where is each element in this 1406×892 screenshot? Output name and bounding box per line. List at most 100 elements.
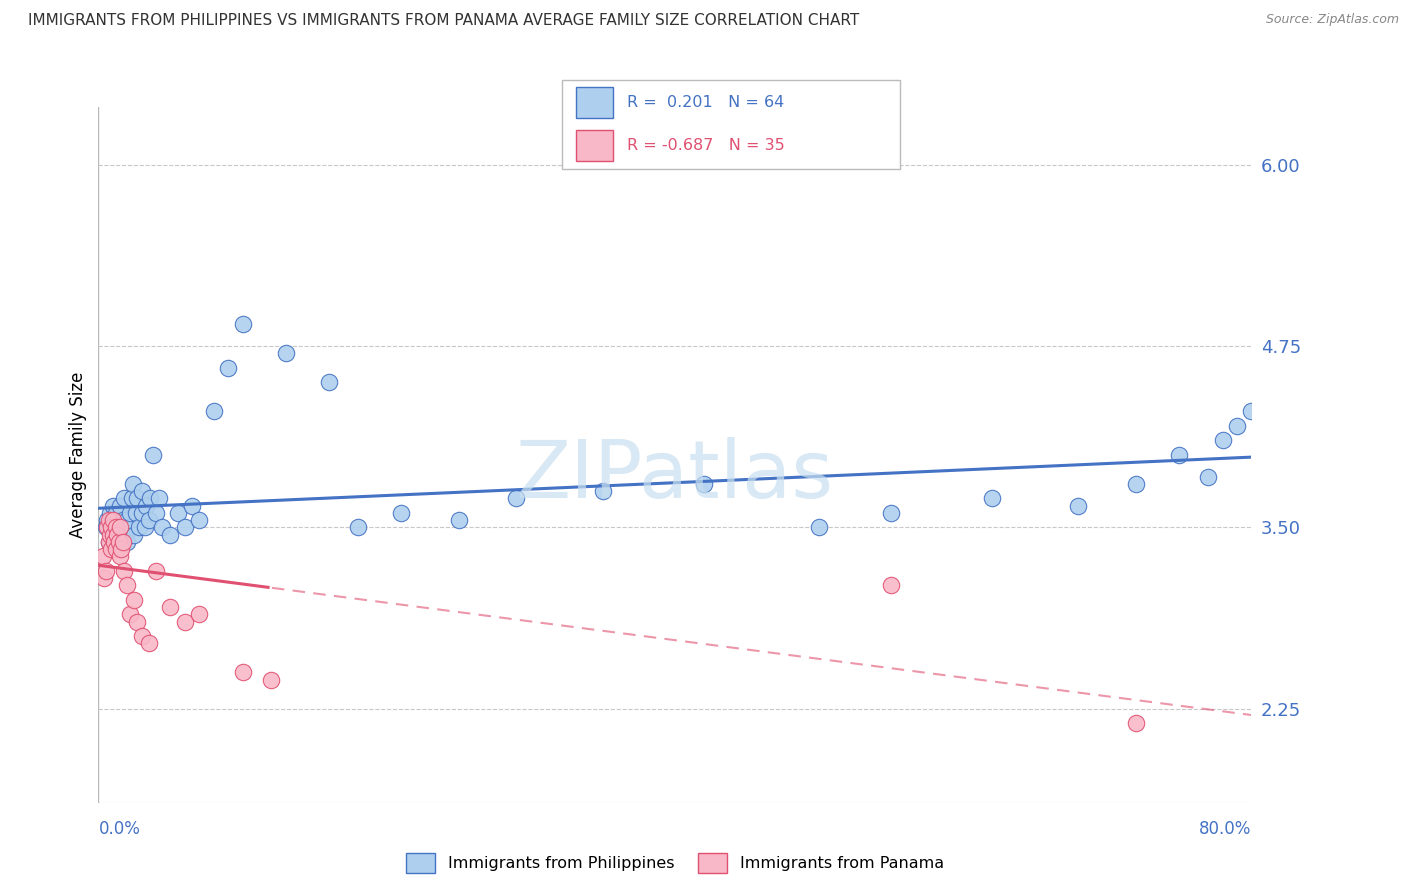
- Point: [1125, 476, 1147, 491]
- Point: [112, 564, 135, 578]
- Point: [104, 535, 127, 549]
- Point: [108, 520, 131, 534]
- Point: [389, 506, 412, 520]
- Point: [131, 629, 153, 643]
- FancyBboxPatch shape: [562, 80, 900, 169]
- Point: [112, 491, 135, 506]
- Point: [108, 549, 131, 564]
- Point: [181, 499, 204, 513]
- Point: [592, 484, 614, 499]
- Point: [101, 527, 124, 541]
- Point: [346, 520, 368, 534]
- Point: [107, 535, 129, 549]
- Point: [97, 535, 120, 549]
- Point: [128, 520, 150, 534]
- Point: [97, 513, 120, 527]
- Point: [145, 564, 167, 578]
- Text: R = -0.687   N = 35: R = -0.687 N = 35: [627, 138, 785, 153]
- Point: [101, 499, 124, 513]
- Point: [880, 506, 903, 520]
- Point: [93, 571, 115, 585]
- Point: [139, 491, 162, 506]
- Point: [138, 513, 160, 527]
- Point: [142, 448, 165, 462]
- Point: [124, 592, 146, 607]
- Point: [108, 542, 131, 557]
- Point: [108, 520, 131, 534]
- Point: [105, 520, 128, 534]
- Point: [131, 506, 153, 520]
- Point: [880, 578, 903, 592]
- Point: [188, 513, 211, 527]
- Point: [104, 542, 127, 557]
- Point: [100, 527, 122, 541]
- Point: [117, 535, 138, 549]
- Point: [217, 361, 239, 376]
- Point: [94, 520, 117, 534]
- Point: [118, 520, 141, 534]
- Text: IMMIGRANTS FROM PHILIPPINES VS IMMIGRANTS FROM PANAMA AVERAGE FAMILY SIZE CORREL: IMMIGRANTS FROM PHILIPPINES VS IMMIGRANT…: [28, 13, 859, 29]
- Point: [98, 506, 121, 520]
- Point: [202, 404, 225, 418]
- Point: [981, 491, 1004, 506]
- Point: [166, 506, 188, 520]
- Point: [111, 513, 134, 527]
- Point: [1226, 419, 1249, 434]
- Point: [159, 527, 181, 541]
- Point: [1125, 716, 1147, 731]
- Point: [1240, 404, 1263, 418]
- Point: [97, 535, 120, 549]
- Point: [117, 513, 138, 527]
- Text: 0.0%: 0.0%: [98, 821, 141, 838]
- FancyBboxPatch shape: [576, 87, 613, 118]
- Point: [107, 513, 129, 527]
- Point: [318, 376, 340, 390]
- Point: [127, 491, 149, 506]
- Point: [231, 665, 254, 680]
- Point: [159, 600, 181, 615]
- Legend: Immigrants from Philippines, Immigrants from Panama: Immigrants from Philippines, Immigrants …: [399, 847, 950, 880]
- Point: [100, 520, 122, 534]
- Point: [121, 491, 143, 506]
- Point: [1197, 469, 1219, 483]
- Point: [131, 484, 153, 499]
- Point: [117, 578, 138, 592]
- Point: [104, 506, 127, 520]
- Point: [100, 542, 122, 557]
- FancyBboxPatch shape: [576, 130, 613, 161]
- Point: [174, 615, 197, 629]
- Text: 80.0%: 80.0%: [1199, 821, 1251, 838]
- Point: [122, 476, 145, 491]
- Point: [103, 535, 125, 549]
- Point: [104, 520, 127, 534]
- Point: [98, 527, 121, 541]
- Point: [138, 636, 160, 650]
- Point: [127, 615, 149, 629]
- Point: [693, 476, 716, 491]
- Point: [120, 607, 142, 622]
- Point: [148, 491, 170, 506]
- Point: [145, 506, 167, 520]
- Point: [1212, 434, 1234, 448]
- Text: Source: ZipAtlas.com: Source: ZipAtlas.com: [1265, 13, 1399, 27]
- Point: [188, 607, 211, 622]
- Point: [135, 499, 157, 513]
- Point: [110, 542, 132, 557]
- Point: [96, 513, 118, 527]
- Point: [231, 318, 254, 332]
- Point: [150, 520, 173, 534]
- Point: [110, 535, 132, 549]
- Point: [105, 527, 128, 541]
- Point: [447, 513, 470, 527]
- Point: [91, 549, 114, 564]
- Y-axis label: Average Family Size: Average Family Size: [69, 372, 87, 538]
- Point: [108, 499, 131, 513]
- Point: [101, 513, 124, 527]
- Point: [260, 673, 283, 687]
- Text: ZIPatlas: ZIPatlas: [516, 437, 834, 515]
- Point: [1168, 448, 1191, 462]
- Point: [120, 506, 142, 520]
- Point: [125, 506, 148, 520]
- Point: [134, 520, 156, 534]
- Point: [94, 564, 117, 578]
